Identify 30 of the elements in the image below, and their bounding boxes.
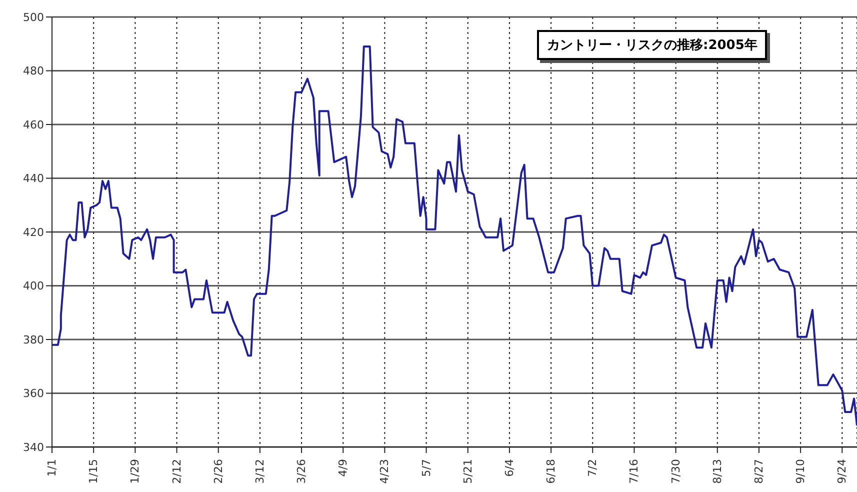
x-tick-label: 7/16 [628, 459, 641, 484]
y-tick-label: 420 [23, 226, 44, 239]
x-tick-label: 3/12 [253, 459, 266, 484]
x-tick-label: 9/24 [836, 459, 849, 484]
y-tick-label: 360 [23, 387, 44, 400]
y-tick-label: 400 [23, 280, 44, 293]
x-tick-label: 5/7 [420, 459, 433, 477]
x-tick-label: 8/13 [710, 459, 724, 484]
x-tick-label: 3/26 [295, 459, 308, 484]
y-tick-label: 500 [23, 10, 44, 24]
y-tick-label: 380 [23, 333, 44, 346]
x-tick-label: 7/30 [669, 459, 682, 484]
x-tick-label: 2/26 [212, 459, 225, 484]
y-tick-label: 480 [23, 64, 44, 78]
y-tick-label: 340 [23, 440, 44, 454]
x-tick-label: 8/27 [752, 459, 766, 484]
x-tick-label: 1/1 [46, 459, 58, 477]
x-tick-label: 1/15 [87, 459, 100, 484]
x-tick-label: 4/9 [336, 459, 350, 477]
text: カントリー・リスクの推移:2005年 [537, 30, 768, 60]
y-tick-label: 460 [23, 118, 44, 132]
x-tick-label: 6/18 [544, 459, 558, 484]
x-tick-label: 6/4 [502, 459, 516, 477]
x-tick-label: 9/10 [794, 459, 808, 484]
x-tick-label: 7/2 [586, 459, 600, 477]
x-tick-label: 2/12 [170, 459, 184, 484]
y-tick-label: 440 [23, 172, 44, 186]
x-tick-label: 4/23 [378, 459, 392, 484]
x-tick-label: 5/21 [461, 459, 474, 484]
x-tick-label: 1/29 [128, 459, 142, 484]
